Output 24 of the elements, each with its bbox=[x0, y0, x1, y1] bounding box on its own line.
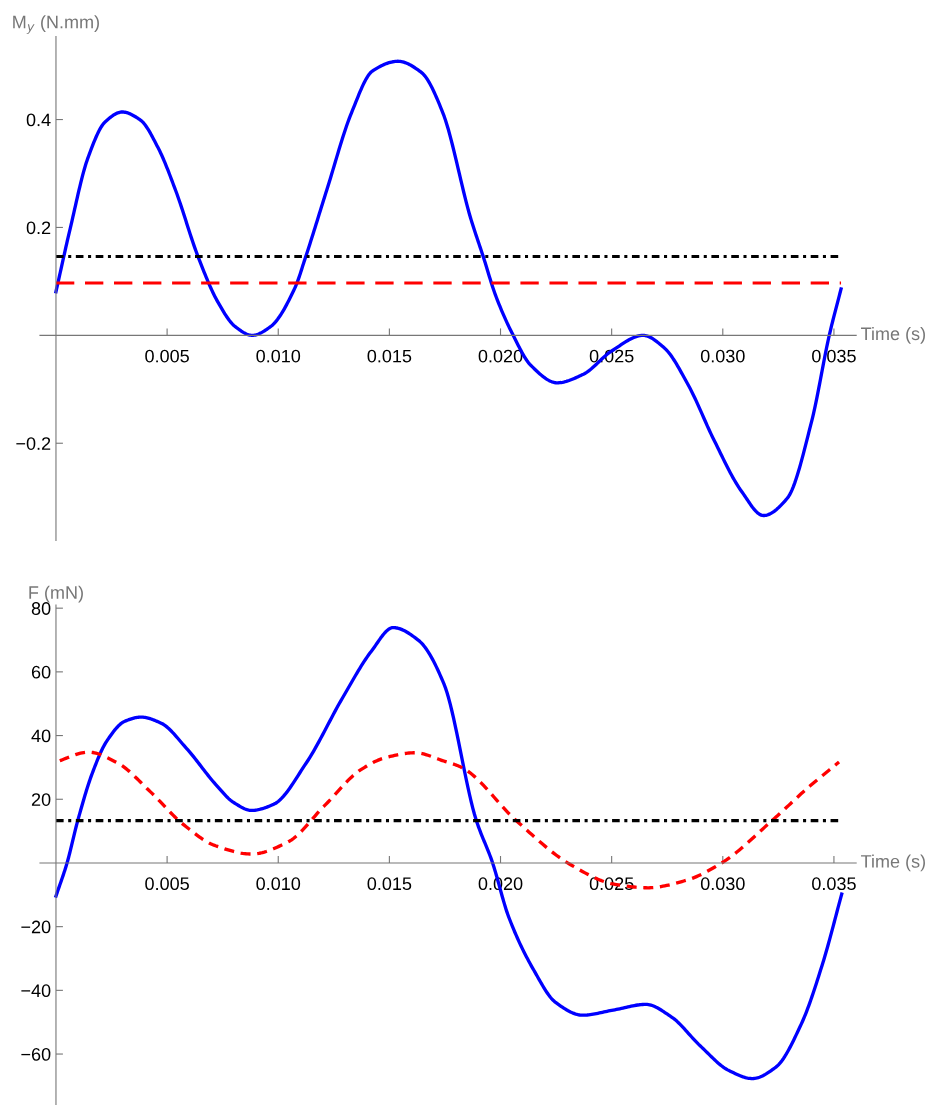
x-tick-label: 0.035 bbox=[812, 877, 856, 891]
y-tick-label: −20 bbox=[21, 920, 51, 934]
y-tick-label: 0.2 bbox=[26, 221, 51, 235]
x-tick-label: 0.015 bbox=[367, 349, 412, 363]
x-axis-title: Time (s) bbox=[861, 854, 925, 872]
x-tick-label: 0.005 bbox=[145, 349, 189, 363]
x-tick-label: 0.030 bbox=[700, 349, 745, 363]
y-tick-label: 0.4 bbox=[26, 113, 51, 127]
y-axis-title: F (mN) bbox=[29, 585, 83, 603]
x-axis-title: Time (s) bbox=[861, 326, 925, 344]
y-tick-label: −60 bbox=[21, 1047, 51, 1061]
y-axis-title: M$_{y}$ (N.mm) bbox=[13, 15, 99, 34]
y-tick-label: 40 bbox=[31, 729, 51, 743]
y-tick-label: 20 bbox=[31, 793, 51, 806]
y-tick-label: 80 bbox=[31, 602, 51, 615]
y-tick-label: 60 bbox=[31, 665, 51, 679]
y-tick-label: −0.2 bbox=[16, 437, 51, 450]
x-tick-label: 0.020 bbox=[478, 349, 523, 363]
x-tick-label: 0.010 bbox=[256, 349, 301, 363]
x-tick-label: 0.005 bbox=[145, 877, 189, 891]
y-tick-label: −40 bbox=[21, 984, 51, 998]
x-tick-label: 0.010 bbox=[256, 877, 301, 891]
x-tick-label: 0.030 bbox=[700, 877, 745, 891]
x-tick-label: 0.015 bbox=[367, 877, 412, 891]
